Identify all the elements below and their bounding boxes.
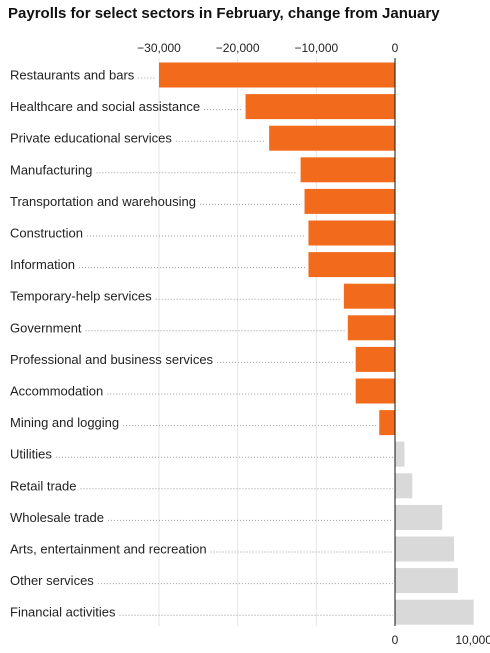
category-label: Retail trade (10, 478, 76, 493)
category-label: Accommodation (10, 384, 103, 399)
gridlines (158, 58, 317, 626)
category-label: Restaurants and bars (10, 68, 135, 83)
bar (308, 220, 395, 246)
bar (355, 346, 395, 372)
bar (304, 188, 395, 214)
bar (269, 125, 395, 151)
bottom-tick-label: 0 (392, 633, 399, 647)
chart-title: Payrolls for select sectors in February,… (8, 5, 440, 22)
category-label: Professional and business services (10, 352, 214, 367)
top-tick-label: −10,000 (294, 41, 338, 55)
category-label: Government (10, 320, 82, 335)
bar (300, 157, 395, 183)
bar (347, 315, 395, 341)
bar (343, 283, 395, 309)
tick-labels: −30,000 −20,000 −10,000 0 0 10,000 (137, 41, 490, 647)
category-label: Transportation and warehousing (10, 194, 196, 209)
category-label: Healthcare and social assistance (10, 99, 200, 114)
category-label: Financial activities (10, 605, 116, 620)
category-label: Other services (10, 573, 94, 588)
bar (245, 94, 395, 120)
category-label: Mining and logging (10, 415, 119, 430)
bar (395, 536, 454, 562)
category-label: Utilities (10, 447, 52, 462)
category-label: Temporary-help services (10, 289, 152, 304)
category-label: Manufacturing (10, 162, 92, 177)
category-label: Information (10, 257, 75, 272)
bottom-tick-label: 10,000 (455, 633, 490, 647)
bar (355, 378, 395, 404)
bar (159, 62, 395, 88)
top-tick-label: 0 (392, 41, 399, 55)
category-label: Private educational services (10, 131, 172, 146)
bar (395, 599, 474, 625)
bar (395, 504, 443, 530)
bar (395, 473, 413, 499)
bar (308, 252, 395, 278)
category-labels: Restaurants and bars Healthcare and socia… (10, 68, 393, 620)
bar (395, 441, 405, 467)
top-tick-label: −20,000 (216, 41, 260, 55)
category-label: Construction (10, 226, 83, 241)
bar (379, 410, 395, 436)
bar (395, 568, 458, 594)
category-label: Wholesale trade (10, 510, 104, 525)
bars (159, 62, 474, 625)
top-tick-label: −30,000 (137, 41, 181, 55)
category-label: Arts, entertainment and recreation (10, 542, 207, 557)
